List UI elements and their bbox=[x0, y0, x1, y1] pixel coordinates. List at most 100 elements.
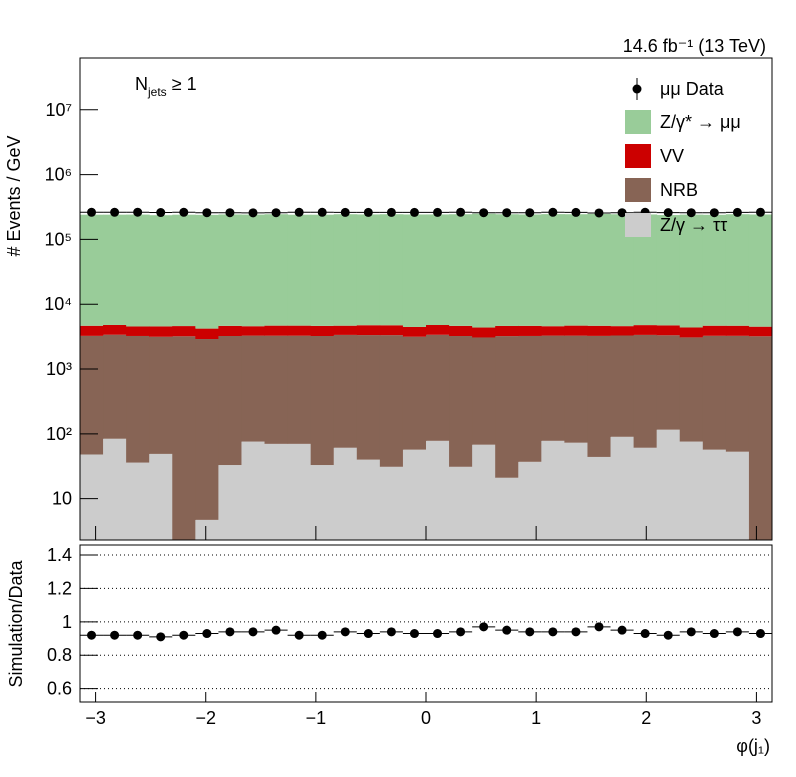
ratio-point bbox=[502, 625, 512, 635]
bar bbox=[587, 325, 612, 336]
y-tick-label: 10⁶ bbox=[45, 165, 72, 185]
bar bbox=[333, 447, 358, 540]
bar bbox=[656, 429, 681, 540]
data-point bbox=[525, 208, 535, 218]
bar bbox=[149, 336, 173, 454]
ratio-point bbox=[617, 625, 627, 635]
bar bbox=[333, 334, 358, 448]
ratio-point bbox=[294, 630, 304, 640]
data-point bbox=[317, 207, 327, 217]
bar bbox=[241, 214, 266, 327]
bar bbox=[172, 545, 196, 563]
legend-label: NRB bbox=[660, 180, 698, 200]
bar bbox=[195, 339, 219, 520]
bar bbox=[748, 214, 772, 327]
bar bbox=[725, 451, 750, 540]
bar bbox=[241, 441, 266, 540]
bar bbox=[564, 442, 588, 540]
ratio-point bbox=[433, 629, 443, 639]
bar bbox=[587, 213, 612, 326]
selection-main: N bbox=[135, 74, 148, 94]
bar bbox=[287, 214, 312, 326]
bar bbox=[449, 325, 473, 337]
bar bbox=[149, 453, 173, 540]
luminosity: 14.6 fb⁻¹ (13 TeV) bbox=[623, 36, 766, 56]
bar bbox=[725, 335, 750, 452]
data-point bbox=[179, 207, 189, 217]
x-tick-label: −3 bbox=[85, 708, 106, 728]
bar bbox=[241, 326, 266, 336]
ratio-point bbox=[755, 629, 765, 639]
x-axis-label: φ(j₁) bbox=[736, 736, 770, 756]
bar bbox=[449, 466, 473, 540]
data-point bbox=[617, 208, 627, 218]
bar bbox=[541, 440, 565, 540]
bar bbox=[472, 444, 496, 540]
data-point bbox=[386, 207, 396, 217]
data-point bbox=[548, 207, 558, 217]
bar bbox=[126, 214, 150, 327]
y-tick-label: 10⁷ bbox=[45, 100, 72, 120]
bar bbox=[80, 335, 104, 455]
ratio-point bbox=[363, 629, 373, 639]
bar bbox=[287, 325, 312, 336]
bar bbox=[402, 214, 427, 327]
ratio-point bbox=[340, 627, 350, 637]
bar bbox=[449, 214, 473, 326]
ratio-point bbox=[548, 627, 558, 637]
bar bbox=[610, 335, 635, 437]
bar bbox=[518, 461, 542, 540]
data-point bbox=[732, 207, 742, 217]
data-point bbox=[502, 208, 512, 218]
bar bbox=[633, 447, 658, 540]
bar bbox=[80, 454, 104, 540]
ratio-y-axis-label: Simulation/Data bbox=[6, 559, 26, 687]
bar bbox=[725, 214, 750, 326]
bar bbox=[402, 449, 427, 540]
bar bbox=[379, 325, 404, 336]
ratio-point bbox=[156, 632, 166, 642]
y-tick-label: 1.4 bbox=[47, 545, 72, 565]
y-tick-label: 10 bbox=[52, 489, 72, 509]
bar bbox=[472, 327, 496, 338]
ratio-point bbox=[732, 627, 742, 637]
bar bbox=[172, 326, 196, 337]
data-point bbox=[225, 208, 235, 218]
bar bbox=[310, 214, 335, 326]
bar bbox=[103, 334, 127, 439]
y-tick-label: 1 bbox=[62, 612, 72, 632]
ratio-point bbox=[386, 627, 396, 637]
bar bbox=[126, 335, 150, 463]
ratio-point bbox=[87, 630, 97, 640]
bar bbox=[472, 213, 496, 328]
bar bbox=[656, 325, 681, 336]
bar bbox=[379, 214, 404, 326]
bar bbox=[679, 441, 704, 540]
data-point bbox=[433, 207, 443, 217]
data-point bbox=[340, 207, 350, 217]
bar bbox=[264, 335, 289, 444]
data-point bbox=[156, 208, 166, 218]
bar bbox=[426, 440, 450, 540]
data-point bbox=[594, 208, 604, 218]
bar bbox=[633, 325, 658, 335]
bar bbox=[426, 214, 450, 326]
bar bbox=[725, 325, 750, 336]
legend-swatch bbox=[625, 213, 651, 237]
bar bbox=[310, 335, 335, 466]
bar bbox=[587, 456, 612, 540]
bar bbox=[495, 477, 519, 540]
bar bbox=[449, 336, 473, 467]
bar bbox=[310, 325, 335, 336]
bar bbox=[195, 214, 219, 329]
ratio-point bbox=[686, 627, 696, 637]
bar bbox=[495, 325, 519, 337]
bar bbox=[679, 337, 704, 442]
ratio-point bbox=[179, 630, 189, 640]
data-point bbox=[294, 207, 304, 217]
bar bbox=[126, 326, 150, 336]
bar bbox=[264, 214, 289, 326]
legend-swatch bbox=[625, 144, 651, 168]
bar bbox=[702, 449, 727, 540]
